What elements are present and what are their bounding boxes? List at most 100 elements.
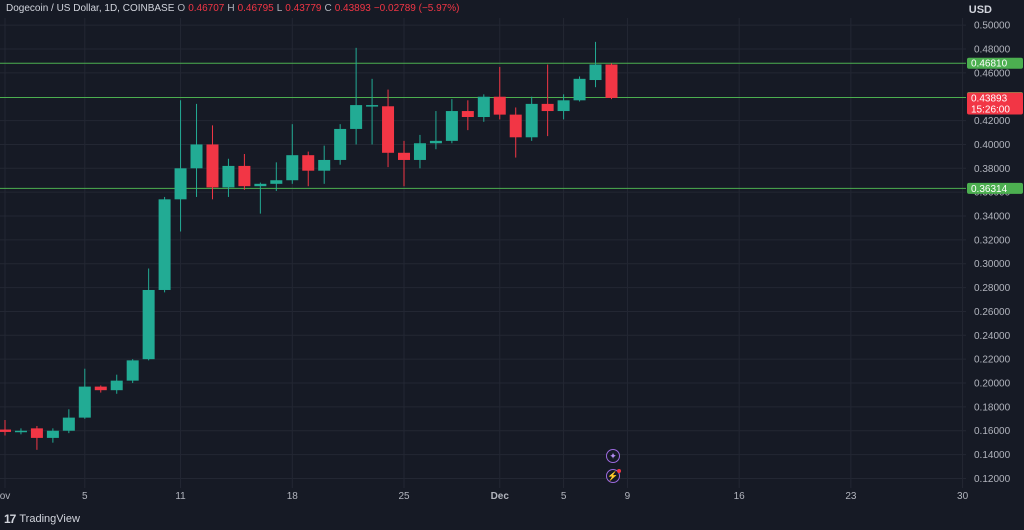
candle — [318, 145, 331, 184]
candle-body — [238, 165, 251, 187]
time-axis[interactable]: ov 5 11 18 25 Dec 5 9 16 23 30 — [0, 491, 969, 502]
candle-body — [589, 64, 602, 81]
candle — [94, 385, 107, 393]
y-tick-label: 0.42000 — [974, 116, 1011, 127]
level-price-tag-bg — [967, 57, 1023, 69]
candle — [557, 94, 570, 120]
candle-body — [286, 155, 299, 181]
candle-body — [94, 386, 107, 391]
candle-body — [126, 360, 139, 381]
candle-body — [605, 64, 618, 98]
candle-body — [398, 152, 410, 160]
y-tick-label: 0.14000 — [974, 450, 1011, 461]
candle-body — [318, 159, 331, 171]
candle — [477, 94, 490, 122]
candle — [78, 368, 91, 419]
level-price-tag-bg — [967, 182, 1023, 194]
candle-body — [46, 430, 59, 438]
y-tick-label: 0.12000 — [974, 474, 1011, 485]
lightning-event-icon[interactable]: ⚡ — [606, 469, 621, 483]
y-tick-label: 0.18000 — [974, 402, 1011, 413]
y-tick-label: 0.16000 — [974, 426, 1011, 437]
candle — [398, 140, 410, 187]
last-price-tag-bg — [967, 92, 1023, 115]
symbol-title: Dogecoin / US Dollar, 1D, COINBASE — [6, 3, 175, 14]
currency-label[interactable]: USD — [968, 4, 992, 16]
tradingview-branding[interactable]: 17 TradingView — [4, 512, 80, 526]
level-price-tag: 0.36314 — [971, 184, 1008, 195]
candle-body — [158, 199, 171, 290]
change-value: −0.02789 (−5.97%) — [373, 3, 460, 14]
candle — [62, 409, 75, 434]
candle — [238, 153, 251, 190]
y-tick-label: 0.22000 — [974, 355, 1011, 366]
x-tick-label: 18 — [287, 491, 299, 502]
y-tick-label: 0.48000 — [974, 45, 1011, 56]
candle-body — [429, 140, 442, 144]
candle-body — [445, 111, 458, 141]
y-tick-label: 0.50000 — [974, 21, 1011, 32]
candle-body — [254, 183, 267, 187]
low-label: L — [276, 3, 283, 14]
y-tick-label: 0.34000 — [974, 212, 1011, 223]
y-tick-label: 0.40000 — [974, 140, 1011, 151]
x-tick-label: 11 — [175, 491, 186, 502]
level-price-tag: 0.46810 — [971, 59, 1008, 70]
legend-header: Dogecoin / US Dollar, 1D, COINBASE O 0.46… — [6, 3, 459, 14]
candle — [190, 103, 203, 197]
candle — [413, 134, 426, 169]
y-tick-label: 0.20000 — [974, 379, 1011, 390]
candle — [254, 182, 267, 214]
x-tick-label: 25 — [398, 491, 410, 502]
close-label: C — [324, 3, 332, 14]
low-value: 0.43779 — [285, 3, 322, 14]
y-tick-label: 0.46000 — [974, 68, 1011, 79]
x-tick-label: ov — [0, 491, 10, 502]
candle — [429, 111, 442, 150]
x-tick-label: 16 — [734, 491, 746, 502]
candle-body — [270, 180, 283, 184]
candle-body — [302, 155, 315, 171]
candle-body — [142, 289, 155, 360]
candle-body — [334, 128, 347, 160]
candle — [110, 374, 123, 394]
candle — [334, 124, 347, 165]
candle-body — [541, 103, 554, 112]
y-tick-label: 0.24000 — [974, 331, 1011, 342]
x-tick-label: 9 — [625, 491, 631, 502]
candle — [509, 107, 522, 158]
candle-body — [62, 417, 75, 431]
candle — [30, 425, 43, 450]
candle — [0, 420, 11, 436]
candles — [0, 41, 618, 450]
candle — [493, 66, 506, 120]
candle-body — [493, 96, 506, 115]
y-tick-label: 0.26000 — [974, 307, 1011, 318]
open-label: O — [177, 3, 186, 14]
y-tick-label: 0.38000 — [974, 164, 1011, 175]
candle-body — [206, 144, 219, 188]
candle-body — [0, 429, 11, 432]
candle — [366, 78, 379, 145]
last-price-tag: 0.43893 — [971, 94, 1008, 105]
candle-body — [14, 430, 27, 433]
candle — [589, 41, 602, 88]
event-marker-icon[interactable]: ✦ — [606, 449, 620, 463]
candle — [350, 47, 363, 145]
y-tick-label: 0.30000 — [974, 259, 1011, 270]
candle — [142, 268, 155, 361]
candle-body — [413, 143, 426, 160]
close-value: 0.43893 — [334, 3, 371, 14]
candle-body — [78, 386, 91, 418]
candle — [573, 76, 586, 102]
y-tick-label: 0.28000 — [974, 283, 1011, 294]
high-value: 0.46795 — [237, 3, 274, 14]
alert-dot — [617, 469, 621, 473]
candle-body — [509, 114, 522, 138]
candle — [126, 359, 139, 384]
candle — [46, 428, 59, 443]
candle — [158, 196, 171, 293]
candle-body — [30, 428, 43, 438]
